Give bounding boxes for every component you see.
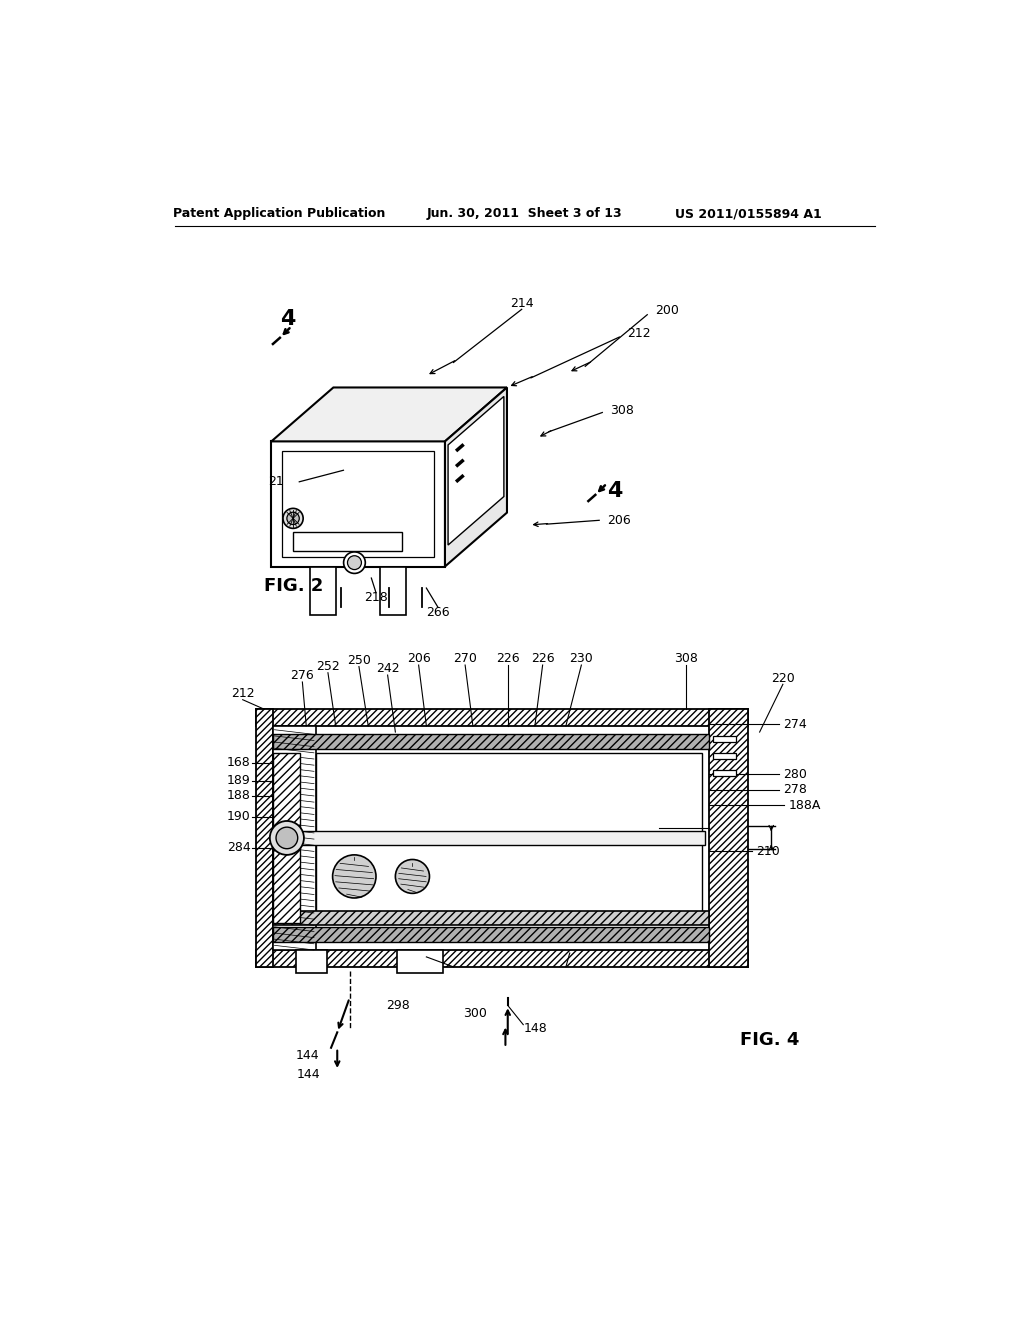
Text: US 2011/0155894 A1: US 2011/0155894 A1 [675,207,821,220]
Text: 266: 266 [426,606,450,619]
Text: 308: 308 [674,652,698,665]
Polygon shape [273,752,300,923]
Text: 188C: 188C [480,822,512,834]
Text: 212: 212 [230,686,255,700]
Text: 206: 206 [407,652,430,665]
Text: 252: 252 [316,660,340,673]
Text: 250: 250 [347,653,371,667]
Text: 280: 280 [783,768,807,781]
Text: 144: 144 [296,1049,319,1063]
Text: 214: 214 [510,297,534,310]
Polygon shape [271,441,445,566]
Text: 4: 4 [280,309,295,329]
Circle shape [333,855,376,898]
Text: 228: 228 [402,824,427,837]
Text: 284: 284 [226,841,251,854]
Text: 200: 200 [655,305,679,317]
Text: 4: 4 [607,480,623,502]
Bar [713,752,736,759]
Text: 302: 302 [558,953,582,966]
Text: 276: 276 [291,669,314,682]
Polygon shape [273,734,710,748]
Circle shape [287,512,299,524]
Bar [397,950,443,973]
Polygon shape [256,709,748,726]
Circle shape [270,821,304,855]
Circle shape [276,828,298,849]
Circle shape [347,556,361,570]
Text: 188A: 188A [788,799,820,812]
Text: 218: 218 [365,591,388,603]
Polygon shape [283,451,434,557]
Circle shape [344,552,366,573]
Polygon shape [710,709,748,966]
Text: 189: 189 [226,774,251,787]
Polygon shape [310,566,337,615]
Text: 298: 298 [386,999,410,1012]
Text: 216: 216 [268,475,292,488]
Polygon shape [273,927,710,942]
Bar [273,911,710,925]
Circle shape [283,508,303,528]
Text: 226: 226 [530,652,554,665]
Bar [315,752,701,923]
Text: 212: 212 [627,327,650,341]
Text: 188: 188 [226,789,251,803]
Polygon shape [380,566,406,615]
Text: 220: 220 [771,672,795,685]
Text: 202: 202 [663,822,686,834]
Text: 206: 206 [607,513,631,527]
Text: FIG. 4: FIG. 4 [740,1031,800,1049]
Text: 230: 230 [569,652,593,665]
Text: Jun. 30, 2011  Sheet 3 of 13: Jun. 30, 2011 Sheet 3 of 13 [427,207,623,220]
Text: 278: 278 [783,783,807,796]
Bar [713,770,736,776]
Polygon shape [445,388,507,566]
Text: 188B: 188B [483,845,516,858]
Text: 190: 190 [226,810,251,824]
Text: 286: 286 [323,957,346,970]
Polygon shape [256,709,273,966]
Text: 144: 144 [297,1068,321,1081]
Text: 308: 308 [610,404,634,417]
Circle shape [395,859,429,894]
Polygon shape [273,726,315,950]
Text: 300: 300 [463,1007,487,1019]
Bar [296,950,328,973]
Text: 226: 226 [496,652,519,665]
Text: 210: 210 [756,845,779,858]
Text: 148: 148 [523,1022,547,1035]
Text: FIG. 2: FIG. 2 [264,577,324,595]
Polygon shape [276,832,706,845]
Text: 270: 270 [454,652,477,665]
Text: 274: 274 [783,718,807,731]
Text: 242: 242 [376,663,399,676]
Polygon shape [271,388,507,441]
Polygon shape [449,396,504,545]
Text: Patent Application Publication: Patent Application Publication [173,207,385,220]
Text: 218: 218 [415,957,438,970]
Polygon shape [256,950,748,966]
Text: 168: 168 [226,756,251,770]
Bar [713,737,736,742]
Polygon shape [293,532,401,552]
